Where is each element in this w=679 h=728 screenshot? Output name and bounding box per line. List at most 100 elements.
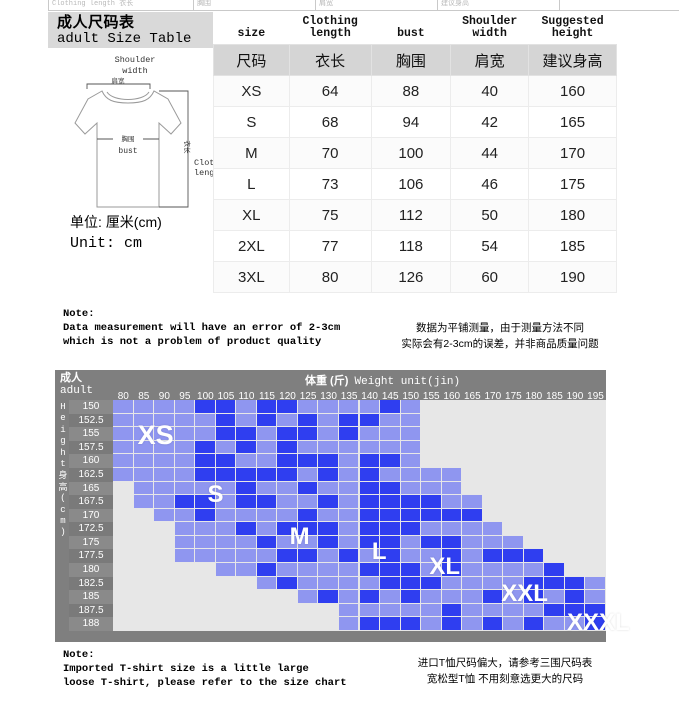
cell-size: M [213, 137, 290, 169]
cell-height: 185 [528, 230, 617, 262]
cut-off-cell: Clothing length 衣长 [48, 0, 193, 11]
cell-size: 3XL [213, 261, 290, 293]
size-band-label-xxl: XXL [501, 580, 548, 608]
grid-cell [441, 563, 462, 576]
grid-cell [297, 495, 318, 508]
grid-cell [236, 563, 256, 576]
note-bottom-cn: 进口T恤尺码偏大，请参考三围尺码表 宽松型T恤 不用刻意选更大的尺码 [385, 655, 625, 687]
grid-cell [133, 400, 154, 413]
table-header-row-en: size Clothing length bust Shoulder width… [214, 14, 617, 45]
grid-cell [256, 522, 277, 535]
table-row: 2XL 77 118 54 185 [213, 230, 617, 262]
weight-axis-ticks: 80 85 90 95 100 105 110 115 120 125 130 135 140 145 15… [113, 386, 606, 402]
grid-cell [462, 563, 482, 576]
grid-cell [174, 440, 195, 454]
grid-cell [400, 413, 421, 427]
grid-cell [359, 590, 380, 603]
h-letter: t [60, 459, 66, 470]
cell-size: L [213, 168, 290, 200]
grid-cell [585, 617, 605, 630]
grid-cell [462, 603, 482, 617]
grid-cell [215, 454, 236, 467]
h-letter-cn: 高 [58, 481, 68, 492]
grid-cell [256, 454, 277, 467]
cut-off-cell: 建议身高 [437, 0, 559, 11]
grid-cell [421, 495, 441, 508]
grid-cell [195, 427, 215, 440]
grid-cell [236, 549, 256, 563]
tshirt-svg: 肩宽 胸围 bust 衣长 Clothing length [74, 76, 217, 208]
weight-tick: 90 [158, 391, 170, 402]
grid-cell [154, 413, 174, 427]
grid-cell [338, 495, 359, 508]
grid-cell [359, 576, 380, 590]
height-tick: 180 [69, 563, 113, 577]
grid-cell [215, 563, 236, 576]
cell-length: 70 [288, 137, 372, 169]
page-title: 成人尺码表 adult Size Table [48, 12, 213, 48]
header-size-l1: size [237, 27, 266, 40]
grid-cell [544, 617, 564, 630]
h-letter: c [60, 504, 66, 515]
table-row: S 68 94 42 165 [213, 106, 617, 138]
grid-cell [195, 549, 215, 563]
grid-cell [338, 576, 359, 590]
grid-cell [318, 576, 338, 590]
cell-shoulder: 44 [450, 137, 530, 169]
shoulder-width-caption: Shoulder width [85, 55, 185, 77]
grid-cell [277, 427, 297, 440]
cell-height: 180 [528, 199, 617, 231]
note-bottom-line2: loose T-shirt, please refer to the size … [63, 677, 347, 689]
grid-cell [277, 576, 297, 590]
grid-cell [318, 427, 338, 440]
h-letter: e [60, 413, 66, 424]
cell-height: 165 [528, 106, 617, 138]
cut-off-table-strip: Clothing length 衣长 胸围 肩宽 建议身高 [48, 0, 679, 11]
table-row: XL 75 112 50 180 [213, 199, 617, 231]
grid-cell [277, 467, 297, 481]
grid-cell [236, 440, 256, 454]
grid-cell [236, 427, 256, 440]
grid-cell [338, 481, 359, 495]
grid-cell [421, 590, 441, 603]
grid-cell [338, 454, 359, 467]
grid-cell [215, 508, 236, 522]
weight-tick: 195 [587, 391, 604, 402]
grid-cell [195, 495, 215, 508]
header-cn-shoulder: 肩宽 [450, 44, 530, 76]
weight-tick: 105 [217, 391, 235, 402]
height-tick: 160 [69, 454, 113, 468]
grid-cell [297, 400, 318, 413]
grid-cell [318, 495, 338, 508]
weight-tick: 140 [361, 391, 378, 402]
cell-size: S [213, 106, 290, 138]
grid-cell [297, 508, 318, 522]
table-row: XS 64 88 40 160 [213, 75, 617, 107]
grid-cell [380, 590, 400, 603]
grid-cell [523, 563, 544, 576]
grid-cell [154, 467, 174, 481]
grid-cell [236, 454, 256, 467]
grid-cell [215, 522, 236, 535]
cell-size: XL [213, 199, 290, 231]
grid-cell [215, 549, 236, 563]
unit-label-en: Unit: cm [70, 235, 143, 252]
grid-cell [297, 467, 318, 481]
grid-cell [215, 495, 236, 508]
size-band-label-m: M [289, 523, 310, 550]
grid-cell [297, 535, 318, 549]
grid-cell [154, 481, 174, 495]
grid-cell [380, 576, 400, 590]
header-cn-size: 尺码 [213, 44, 290, 76]
header-cn-height: 建议身高 [528, 44, 617, 76]
table-row: 3XL 80 126 60 190 [213, 261, 617, 293]
grid-cell [400, 427, 421, 440]
grid-cell [523, 603, 544, 617]
grid-cell [338, 522, 359, 535]
weight-tick: 100 [197, 391, 214, 402]
grid-cell [338, 467, 359, 481]
weight-axis-title-en: Weight unit(jin) [354, 376, 461, 388]
grid-cell [113, 440, 133, 454]
grid-cell [277, 413, 297, 427]
grid-cell [113, 454, 133, 467]
